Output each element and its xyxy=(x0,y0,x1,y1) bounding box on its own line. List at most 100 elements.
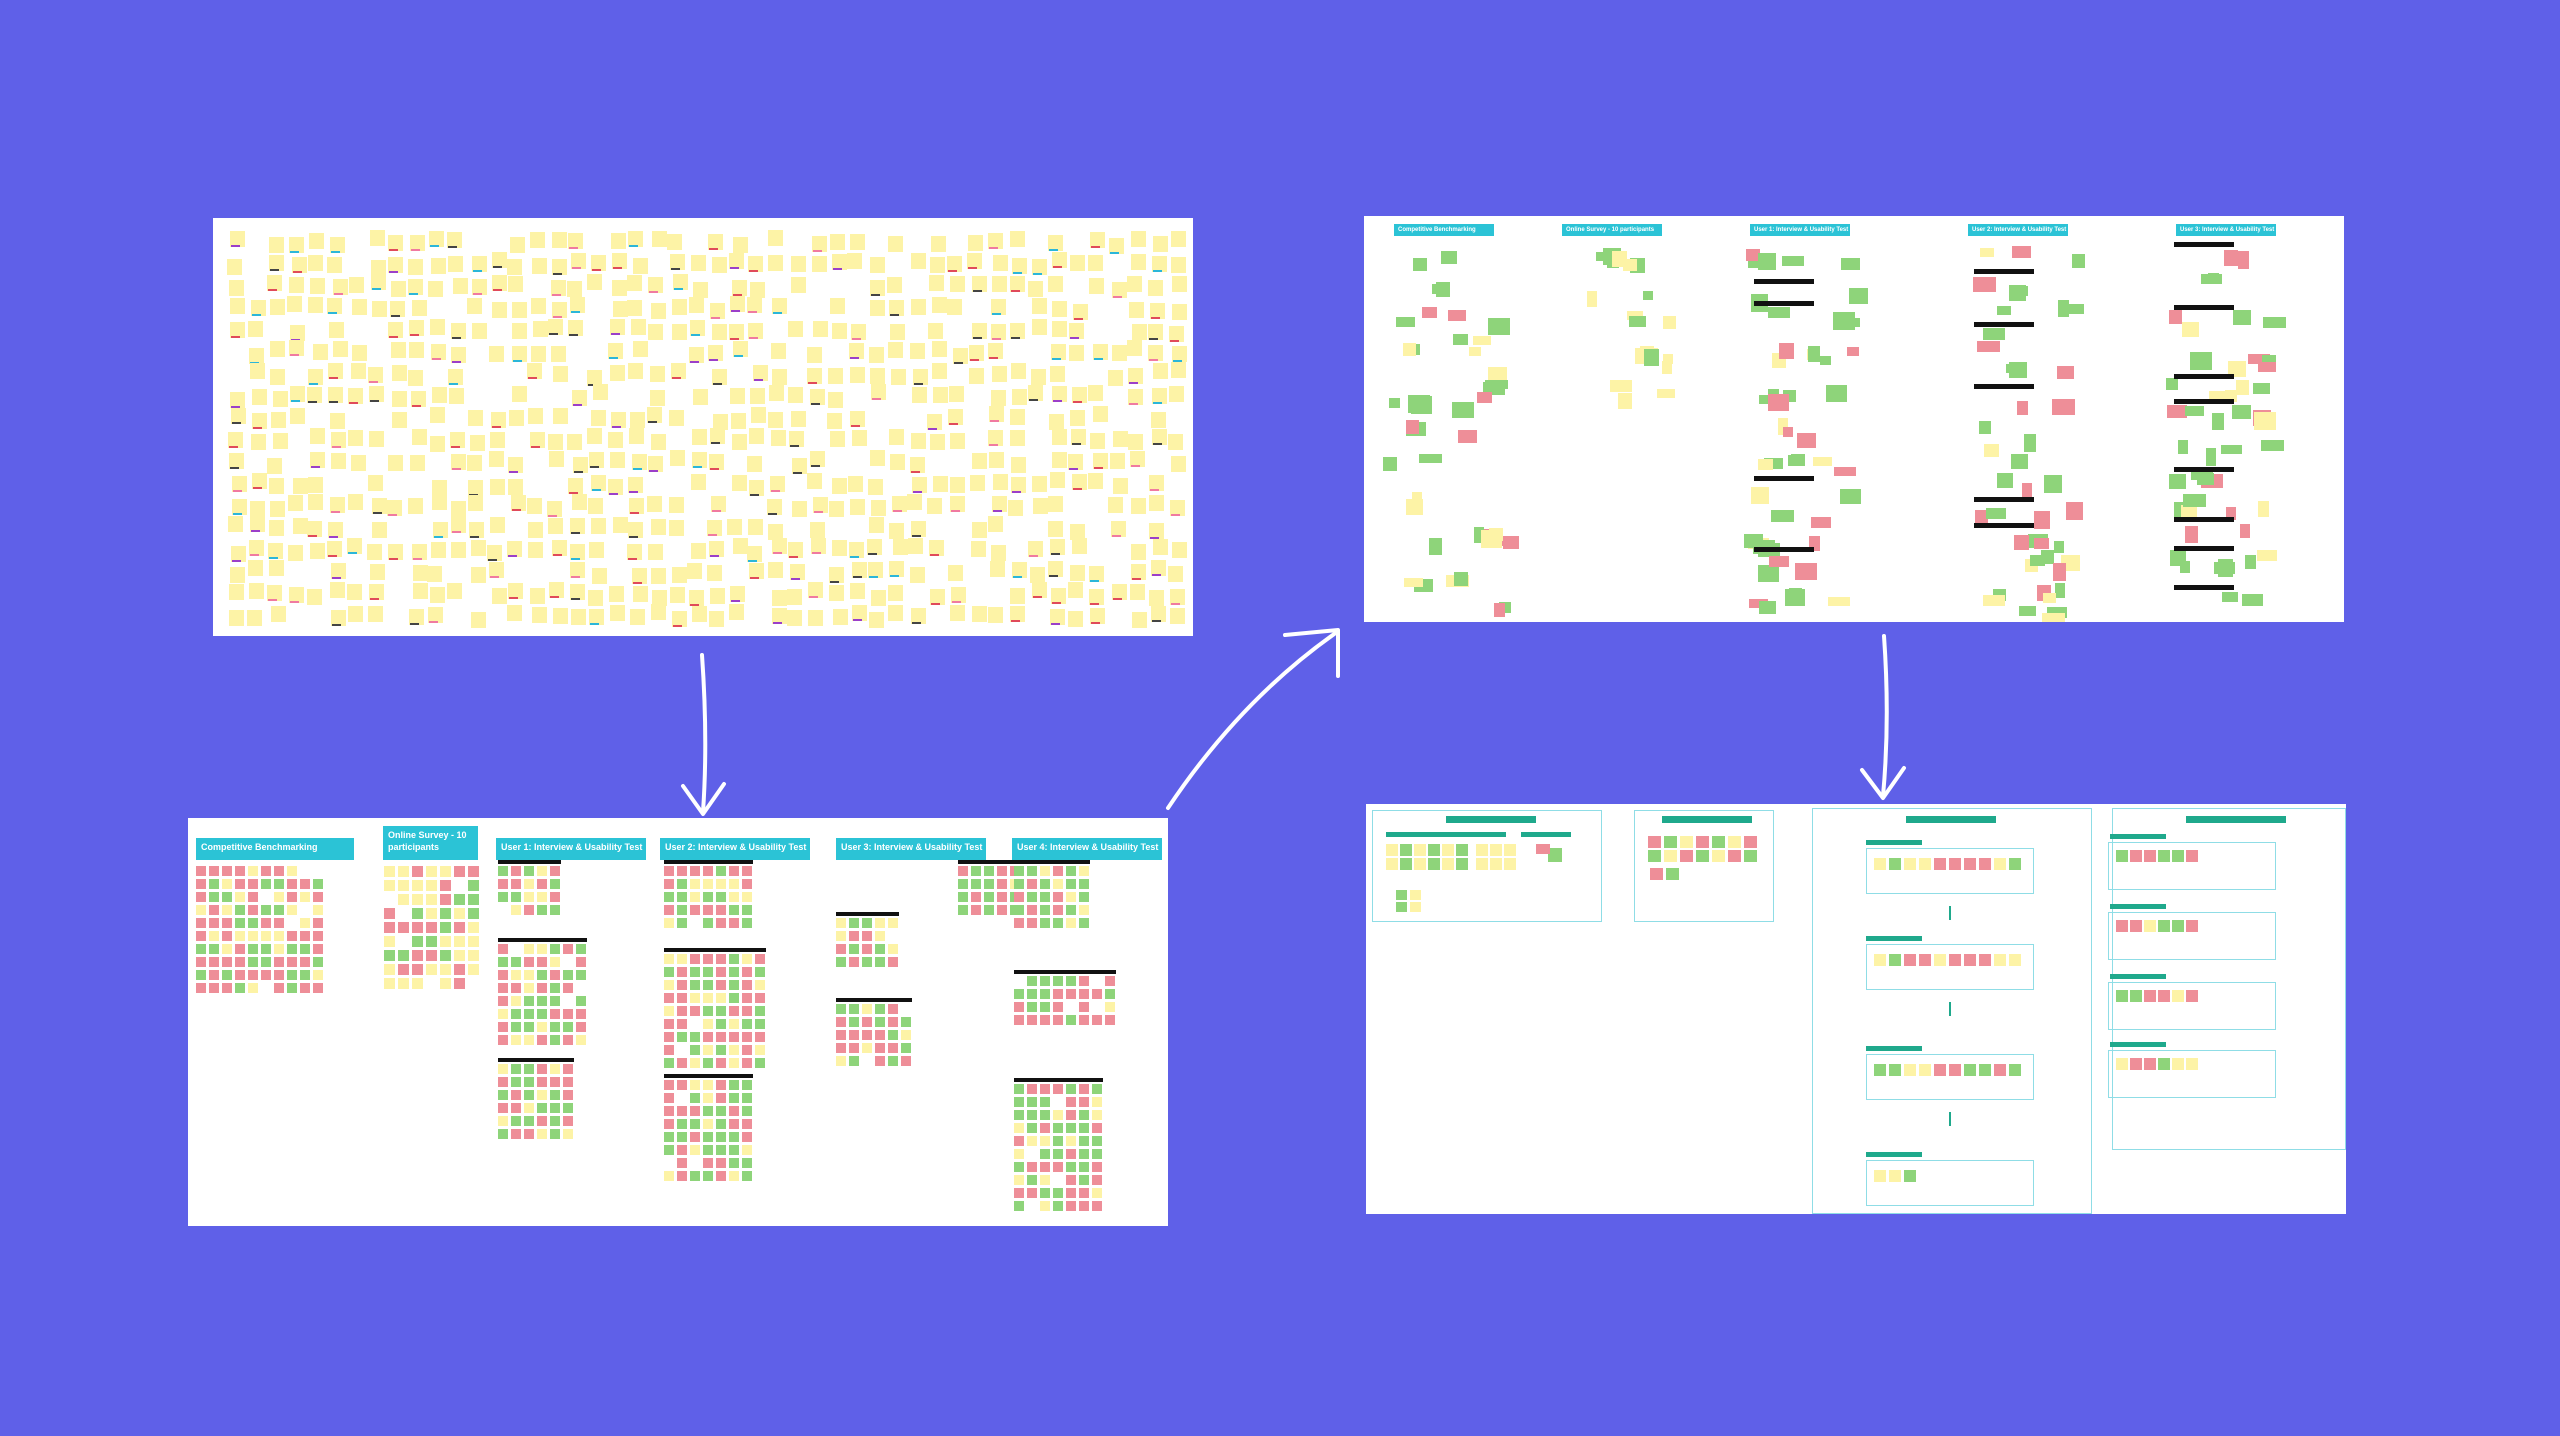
sticky-tag xyxy=(710,468,719,470)
sticky-tag xyxy=(609,493,618,495)
sticky-note xyxy=(568,233,583,249)
sticky-tag xyxy=(290,251,299,253)
sticky-tag xyxy=(673,625,682,627)
sticky-tag xyxy=(332,577,341,579)
sticky-note xyxy=(689,590,704,606)
sticky-note xyxy=(307,387,322,403)
sticky-note xyxy=(689,297,704,313)
sticky-note xyxy=(648,456,663,472)
sticky-note xyxy=(409,342,424,358)
sticky-note xyxy=(613,301,628,317)
sticky-tag xyxy=(309,383,318,385)
sticky-note xyxy=(732,475,747,491)
sticky-note xyxy=(289,237,304,253)
sticky-note xyxy=(448,369,463,385)
sticky-note xyxy=(770,476,785,492)
sticky-tag xyxy=(749,270,758,272)
sticky-note xyxy=(692,452,707,468)
sticky-tag xyxy=(629,245,638,247)
sticky-tag xyxy=(850,556,859,558)
sticky-note xyxy=(487,545,502,561)
sticky-note xyxy=(847,253,862,269)
sticky-note xyxy=(348,388,363,404)
sticky-note xyxy=(632,454,647,470)
sticky-note xyxy=(391,281,406,297)
sticky-tag xyxy=(528,377,537,379)
sticky-note xyxy=(593,384,608,400)
sticky-note xyxy=(647,496,662,512)
sticky-note xyxy=(231,408,246,424)
sticky-note xyxy=(533,321,548,337)
sticky-note xyxy=(748,519,763,535)
sticky-note xyxy=(850,499,865,515)
sticky-note xyxy=(591,410,606,426)
sticky-note xyxy=(290,325,305,341)
sticky-note xyxy=(313,344,328,360)
sticky-note xyxy=(228,516,243,532)
sticky-note xyxy=(307,521,322,537)
sticky-note xyxy=(570,584,585,600)
sticky-note xyxy=(789,431,804,447)
sticky-note xyxy=(747,456,762,472)
sticky-tag xyxy=(633,468,642,470)
sticky-note xyxy=(768,255,783,271)
sticky-tag xyxy=(409,293,418,295)
sticky-tag xyxy=(413,558,422,560)
sticky-tag xyxy=(550,596,559,598)
sticky-note xyxy=(507,605,522,621)
sticky-note xyxy=(553,408,568,424)
sticky-tag xyxy=(748,560,757,562)
sticky-note xyxy=(508,479,523,495)
sticky-note xyxy=(249,583,264,599)
sticky-note xyxy=(508,583,523,599)
sticky-note xyxy=(227,259,242,275)
sticky-note xyxy=(331,453,346,469)
sticky-note xyxy=(669,520,684,536)
sticky-note xyxy=(508,276,523,292)
sticky-note xyxy=(371,274,386,290)
sticky-tag xyxy=(791,578,800,580)
sticky-note xyxy=(290,408,305,424)
sticky-tag xyxy=(773,552,782,554)
sticky-note xyxy=(791,411,806,427)
sticky-tag xyxy=(412,405,421,407)
sticky-note xyxy=(490,479,505,495)
sticky-note xyxy=(330,237,345,253)
sticky-note xyxy=(788,387,803,403)
sticky-note xyxy=(288,495,303,511)
sticky-note xyxy=(228,432,243,448)
sticky-note xyxy=(270,341,285,357)
sticky-note xyxy=(612,280,627,296)
sticky-note xyxy=(453,278,468,294)
sticky-tag xyxy=(573,404,582,406)
sticky-note xyxy=(587,274,602,290)
sticky-tag xyxy=(890,314,899,316)
sticky-note xyxy=(249,540,264,556)
sticky-note xyxy=(411,391,426,407)
sticky-note xyxy=(392,365,407,381)
sticky-note xyxy=(712,369,727,385)
sticky-tag xyxy=(430,245,439,247)
sticky-note xyxy=(331,563,346,579)
sticky-note xyxy=(490,432,505,448)
sticky-note xyxy=(230,322,245,338)
sticky-note xyxy=(433,522,448,538)
sticky-note xyxy=(308,369,323,385)
sticky-tag xyxy=(290,354,299,356)
sticky-note xyxy=(833,609,848,625)
sticky-note xyxy=(552,232,567,248)
sticky-note xyxy=(408,498,423,514)
sticky-note xyxy=(552,302,567,318)
sticky-note xyxy=(270,369,285,385)
sticky-tag xyxy=(754,379,763,381)
sticky-note xyxy=(330,582,345,598)
sticky-note xyxy=(709,611,724,627)
sticky-note xyxy=(507,541,522,557)
sticky-note xyxy=(588,498,603,514)
sticky-note xyxy=(431,542,446,558)
sticky-tag xyxy=(809,596,818,598)
sticky-tag xyxy=(569,247,578,249)
sticky-note xyxy=(269,520,284,536)
sticky-note xyxy=(889,429,904,445)
sticky-note xyxy=(509,410,524,426)
